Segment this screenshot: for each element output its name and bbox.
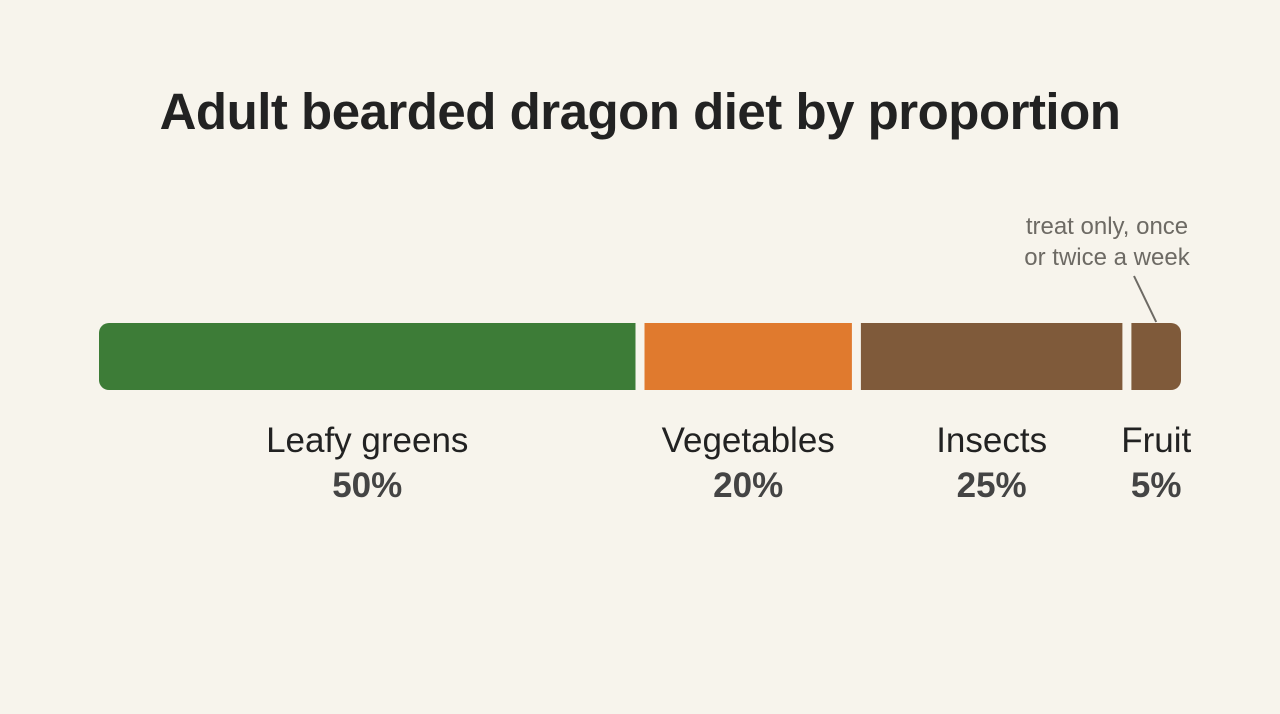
value-label: 50% — [332, 466, 402, 505]
value-label: 20% — [713, 466, 783, 505]
value-label: 25% — [957, 466, 1027, 505]
bar-segments — [99, 323, 1181, 390]
annotation-line: or twice a week — [1024, 244, 1190, 271]
value-label: 5% — [1131, 466, 1182, 505]
annotation-line: treat only, once — [1026, 213, 1188, 240]
bar-segment-fruit — [1131, 323, 1181, 390]
bar-segment-leafy-greens — [99, 323, 636, 390]
category-label: Leafy greens — [266, 421, 468, 460]
category-label: Insects — [936, 421, 1047, 460]
bar-segment-insects — [860, 323, 1123, 390]
fruit-annotation: treat only, once or twice a week — [1024, 213, 1191, 323]
category-label: Fruit — [1121, 421, 1191, 460]
annotation-leader-line — [1133, 275, 1158, 323]
bar-segment-vegetables — [644, 323, 852, 390]
chart-title: Adult bearded dragon diet by proportion — [159, 83, 1121, 140]
segment-labels: Leafy greens 50% Vegetables 20% Insects 25% Fr… — [266, 421, 1191, 505]
category-label: Vegetables — [662, 421, 835, 460]
